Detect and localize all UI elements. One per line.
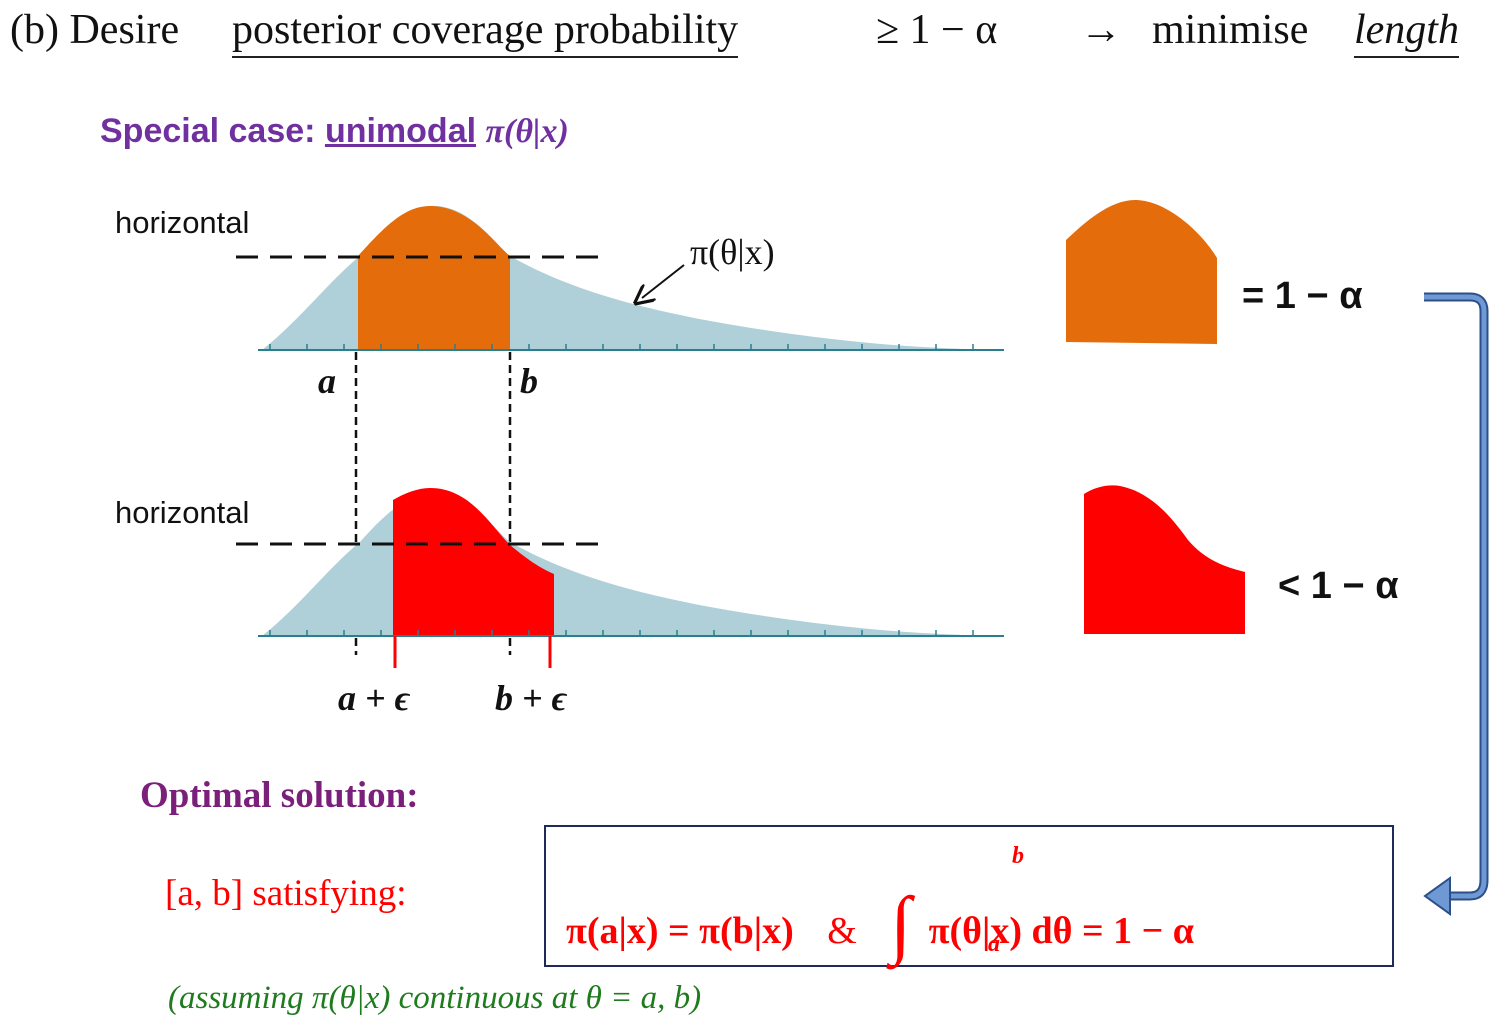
equals-label: = 1 − α <box>1242 275 1363 317</box>
integral-sign: ∫ <box>890 882 912 966</box>
label-b: b <box>520 361 538 401</box>
equation-left: π(a|x) = π(b|x) <box>566 910 794 952</box>
solution-equation: π(a|x) = π(b|x) & ∫ π(θ|x) dθ = 1 − α <box>566 875 1194 966</box>
special-case-heading: Special case: unimodal π(θ|x) <box>100 112 569 151</box>
optimal-solution-title: Optimal solution: <box>140 775 419 816</box>
less-label: < 1 − α <box>1278 565 1399 607</box>
equation-ampersand: & <box>827 910 857 952</box>
label-a: a <box>318 361 336 401</box>
horizontal-label-bottom: horizontal <box>115 495 249 530</box>
label-b-eps: b + ϵ <box>495 678 568 718</box>
connector-arrow-head <box>1423 876 1451 916</box>
interval-satisfying-label: [a, b] satisfying: <box>165 873 407 914</box>
interval-area-bottom <box>393 488 554 636</box>
special-case-math: π(θ|x) <box>485 113 569 150</box>
connector-arrow <box>1424 292 1489 901</box>
integral-upper-limit: b <box>1012 843 1024 869</box>
solution-equation-box: π(a|x) = π(b|x) & ∫ π(θ|x) dθ = 1 − α b … <box>544 825 1394 967</box>
axis-ticks-bottom <box>269 630 974 636</box>
header-line: (b) Desire posterior coverage probabilit… <box>10 6 1490 66</box>
header-arrow: → <box>1080 7 1122 53</box>
header-underlined-phrase: posterior coverage probability <box>232 6 739 58</box>
distribution-curve-bottom <box>262 491 1000 636</box>
header-relation: ≥ 1 − α <box>876 7 998 53</box>
label-a-eps: a + ϵ <box>338 678 411 718</box>
red-area-shape <box>1084 485 1245 634</box>
axis-ticks-top <box>269 344 974 350</box>
orange-area-shape <box>1066 200 1217 344</box>
header-action-underlined: length <box>1354 6 1459 58</box>
special-case-underlined: unimodal <box>324 112 477 150</box>
equation-right: π(θ|x) dθ = 1 − α <box>928 910 1194 952</box>
connector-arrow-inner <box>1424 294 1487 899</box>
continuity-assumption: (assuming π(θ|x) continuous at θ = a, b) <box>168 980 702 1016</box>
horizontal-label-top: horizontal <box>115 205 249 240</box>
interval-area-top <box>358 206 510 350</box>
header-action: minimise <box>1152 7 1309 53</box>
curve-label: π(θ|x) <box>690 232 775 272</box>
pointer-arrow <box>642 264 685 298</box>
integral-lower-limit: a <box>988 931 1000 957</box>
header-prefix: (b) Desire <box>10 7 180 53</box>
special-case-prefix: Special case: <box>100 112 316 150</box>
